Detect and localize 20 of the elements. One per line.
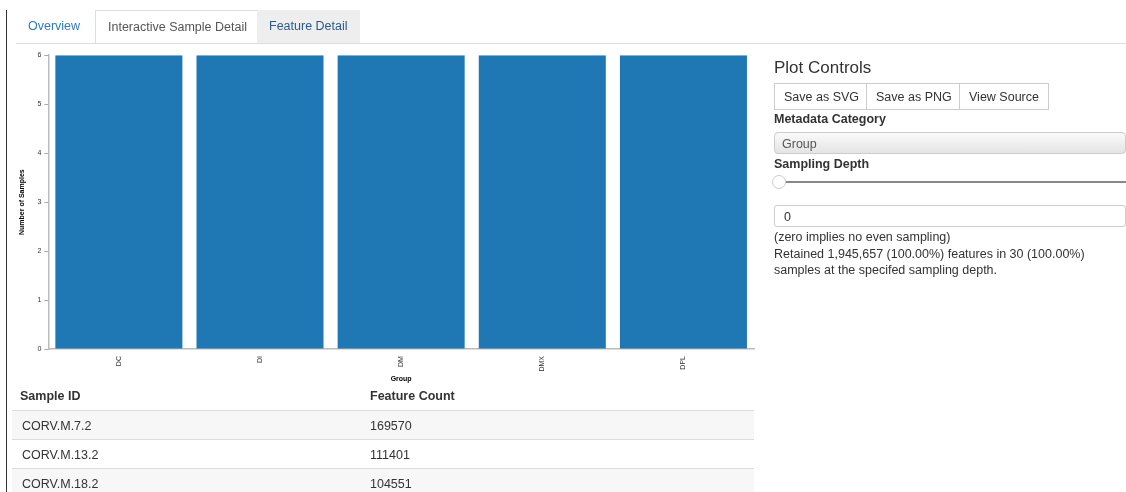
text: CORV.M.13.2 (22, 448, 99, 462)
text: (zero implies no even sampling) (774, 230, 951, 244)
text: 169570 (370, 419, 412, 433)
text: CORV.M.18.2 (22, 477, 99, 491)
text: Interactive Sample Detail (95, 10, 260, 43)
save-png-button: Save as PNG (866, 83, 962, 110)
text: Feature Detail (257, 10, 360, 43)
depth-input: 0 (774, 205, 1126, 227)
text: CORV.M.7.2 (22, 419, 92, 433)
text: Plot Controls (774, 58, 872, 78)
text: 111401 (370, 448, 410, 462)
text: Sample ID (20, 389, 81, 403)
text: Feature Count (370, 389, 455, 403)
view-source-button: View Source (959, 83, 1049, 110)
text: Metadata Category (774, 112, 886, 126)
category-select: Group (774, 132, 1126, 154)
text: Retained 1,945,657 (100.00%) features in 30 (100.00%) samples at the specifed sampling depth. (774, 246, 1086, 278)
text: Overview (27, 18, 82, 35)
text: 104551 (370, 477, 412, 491)
text: Sampling Depth (774, 157, 870, 171)
